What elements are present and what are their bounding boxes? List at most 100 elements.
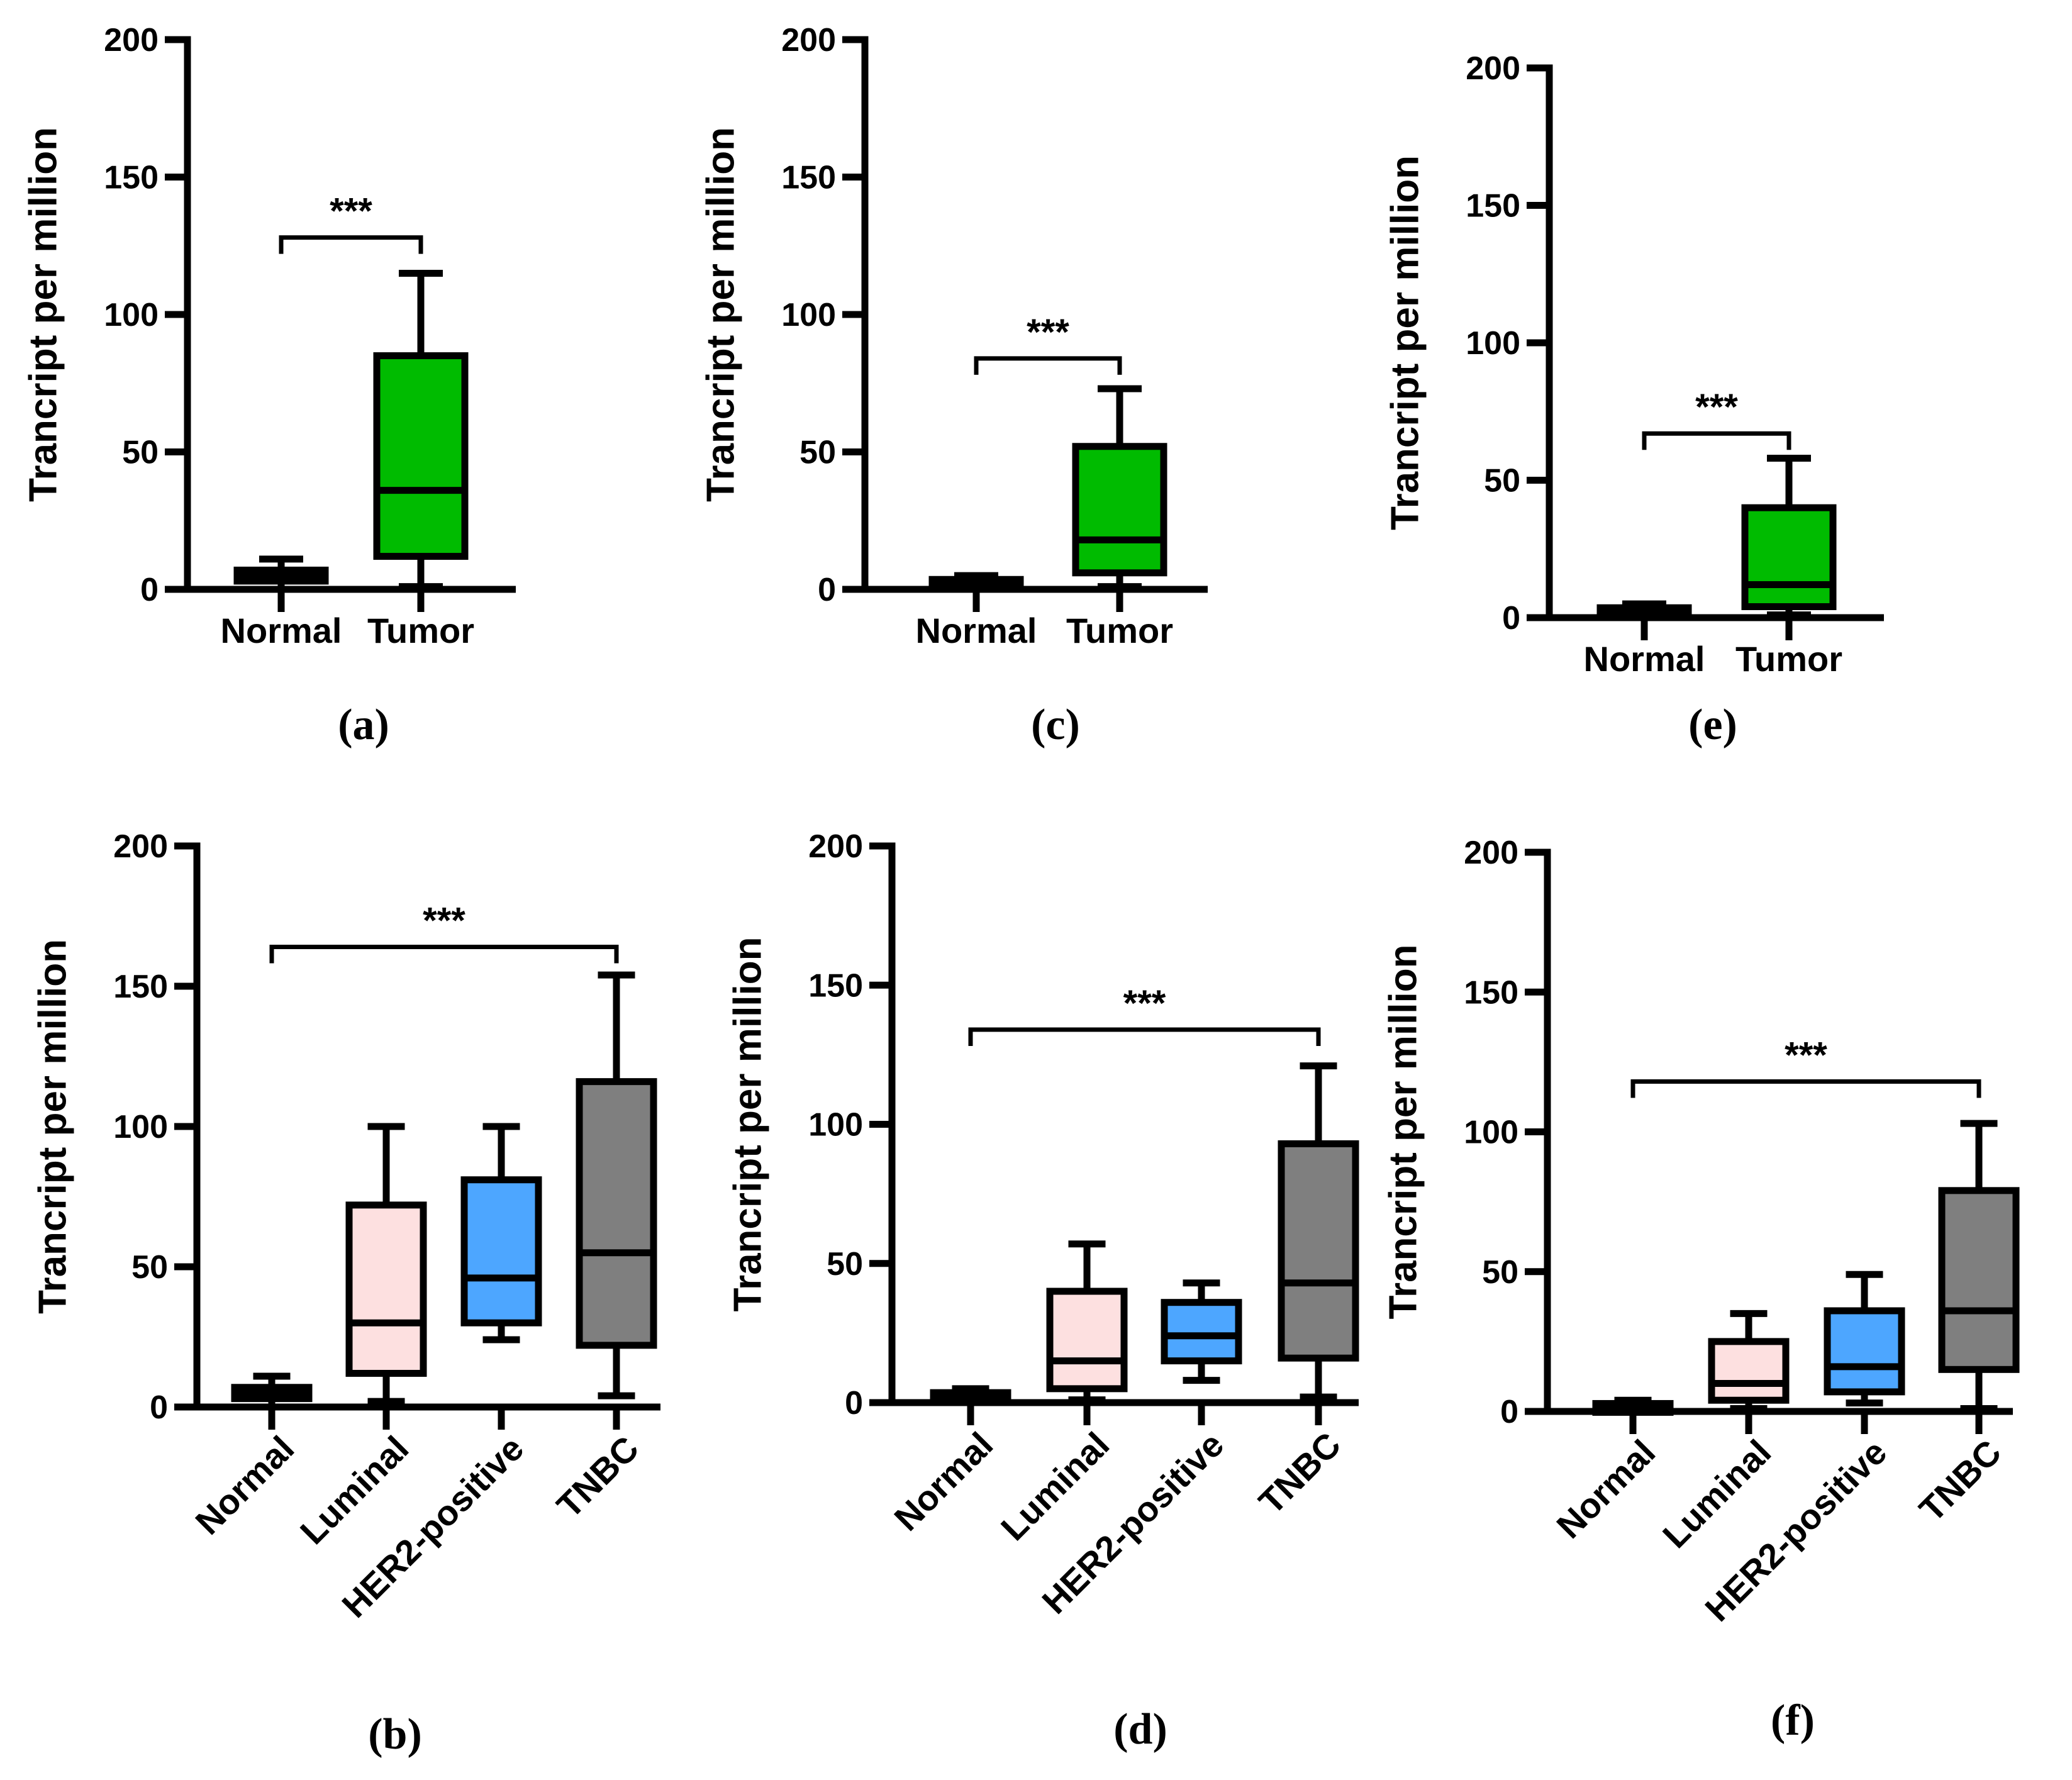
box-iqr <box>1072 443 1167 577</box>
x-category-label: Normal <box>916 611 1037 650</box>
y-tick-label: 150 <box>104 160 159 196</box>
x-category-label: Normal <box>1549 1432 1663 1546</box>
y-tick-label: 150 <box>1464 974 1518 1011</box>
significance-bracket: *** <box>968 983 1321 1047</box>
box-tnbc: TNBC <box>549 971 657 1526</box>
box-luminal: Luminal <box>292 1123 427 1552</box>
y-tick-label: 50 <box>1484 463 1520 499</box>
bracket-line <box>974 356 1122 375</box>
panel-label: (b) <box>368 1710 422 1759</box>
box-normal: Normal <box>886 1385 1011 1538</box>
box-iqr <box>1046 1288 1128 1393</box>
significance-bracket: *** <box>279 191 423 254</box>
box-tnbc: TNBC <box>1912 1120 2020 1530</box>
y-tick-label: 0 <box>140 572 159 608</box>
x-category-label: Normal <box>886 1425 1000 1538</box>
y-tick-label: 0 <box>818 572 836 608</box>
x-category-label: Tumor <box>367 611 474 650</box>
box-iqr <box>1278 1140 1359 1362</box>
y-tick-label: 50 <box>122 435 159 471</box>
significance-bracket: *** <box>974 312 1122 375</box>
y-tick-label: 150 <box>808 967 863 1004</box>
y-tick-label: 0 <box>1500 1394 1518 1430</box>
y-tick-label: 100 <box>1466 325 1520 362</box>
y-tick-label: 150 <box>1466 188 1520 225</box>
box-normal: Normal <box>1549 1396 1674 1546</box>
significance-label: *** <box>1695 387 1738 428</box>
box-tumor: Tumor <box>1066 385 1173 650</box>
y-axis-title: Trancript per million <box>699 127 742 502</box>
box-her2-positive: HER2-positive <box>1697 1271 1905 1629</box>
y-tick-label: 200 <box>104 22 159 58</box>
significance-label: *** <box>330 191 372 232</box>
panel-label: (a) <box>338 701 389 749</box>
y-tick-label: 200 <box>1464 835 1518 871</box>
chart-panel-0: 0 50 100 150 200 Trancript per million Normal T… <box>21 22 516 749</box>
box-iqr <box>1161 1299 1242 1365</box>
bracket-line <box>269 945 619 964</box>
significance-label: *** <box>1785 1035 1827 1076</box>
significance-bracket: *** <box>1630 1035 1981 1098</box>
y-tick-label: 100 <box>808 1107 863 1143</box>
y-tick-label: 100 <box>113 1109 168 1145</box>
bracket-line <box>1642 431 1791 450</box>
box-iqr <box>373 352 469 560</box>
box-iqr <box>345 1201 427 1377</box>
y-tick-label: 200 <box>808 828 863 865</box>
x-category-label: Normal <box>221 611 342 650</box>
chart-panel-3: 0 50 100 150 200 Trancript per million NormalL… <box>31 828 660 1759</box>
y-tick-label: 200 <box>113 828 168 865</box>
y-tick-label: 0 <box>845 1385 863 1421</box>
y-tick-label: 200 <box>781 22 836 58</box>
panel-label: (e) <box>1688 701 1737 749</box>
y-tick-label: 50 <box>827 1246 863 1282</box>
panel-label: (d) <box>1113 1705 1167 1754</box>
bracket-line <box>1630 1079 1981 1098</box>
y-tick-label: 100 <box>781 297 836 333</box>
x-category-label: Normal <box>187 1428 301 1542</box>
y-axis-title: Trancript per million <box>21 127 65 502</box>
box-luminal: Luminal <box>1655 1310 1790 1555</box>
significance-label: *** <box>1027 312 1069 353</box>
box-iqr <box>1938 1187 2020 1373</box>
significance-label: *** <box>1123 983 1166 1024</box>
box-luminal: Luminal <box>993 1240 1128 1548</box>
x-category-label: Tumor <box>1735 639 1842 679</box>
y-tick-label: 50 <box>799 435 836 471</box>
y-tick-label: 100 <box>104 297 159 333</box>
box-tumor: Tumor <box>1735 455 1842 679</box>
panel-label: (c) <box>1031 701 1080 749</box>
y-axis-title: Trancript per million <box>726 937 769 1312</box>
y-tick-label: 100 <box>1464 1115 1518 1151</box>
chart-panel-1: 0 50 100 150 200 Trancript per million Normal T… <box>699 22 1208 749</box>
box-iqr <box>1741 504 1837 611</box>
box-iqr <box>1708 1338 1790 1404</box>
chart-panel-5: 0 50 100 150 200 Trancript per million NormalL… <box>1381 835 2020 1745</box>
y-tick-label: 150 <box>781 160 836 196</box>
x-category-label: TNBC <box>549 1428 647 1526</box>
box-iqr <box>1824 1307 1905 1396</box>
y-tick-label: 0 <box>150 1389 168 1426</box>
box-tumor: Tumor <box>367 269 474 650</box>
y-axis-title: Trancript per million <box>1381 945 1425 1320</box>
chart-panel-2: 0 50 100 150 200 Trancript per million Normal T… <box>1383 50 1884 749</box>
significance-bracket: *** <box>1642 387 1791 450</box>
box-normal: Normal <box>1584 600 1705 679</box>
y-tick-label: 50 <box>131 1249 168 1286</box>
y-tick-label: 200 <box>1466 50 1520 87</box>
y-tick-label: 0 <box>1502 600 1520 637</box>
significance-label: *** <box>423 901 465 942</box>
chart-panel-4: 0 50 100 150 200 Trancript per million NormalL… <box>726 828 1359 1754</box>
x-category-label: Normal <box>1584 639 1705 679</box>
box-normal: Normal <box>221 555 342 650</box>
y-tick-label: 150 <box>113 969 168 1005</box>
box-normal: Normal <box>187 1372 313 1542</box>
panel-label: (f) <box>1771 1696 1815 1745</box>
x-category-label: TNBC <box>1251 1425 1349 1522</box>
y-tick-label: 50 <box>1482 1254 1518 1291</box>
box-normal: Normal <box>916 572 1037 650</box>
x-category-label: TNBC <box>1912 1432 2009 1530</box>
x-category-label: Tumor <box>1066 611 1173 650</box>
bracket-line <box>968 1027 1321 1047</box>
